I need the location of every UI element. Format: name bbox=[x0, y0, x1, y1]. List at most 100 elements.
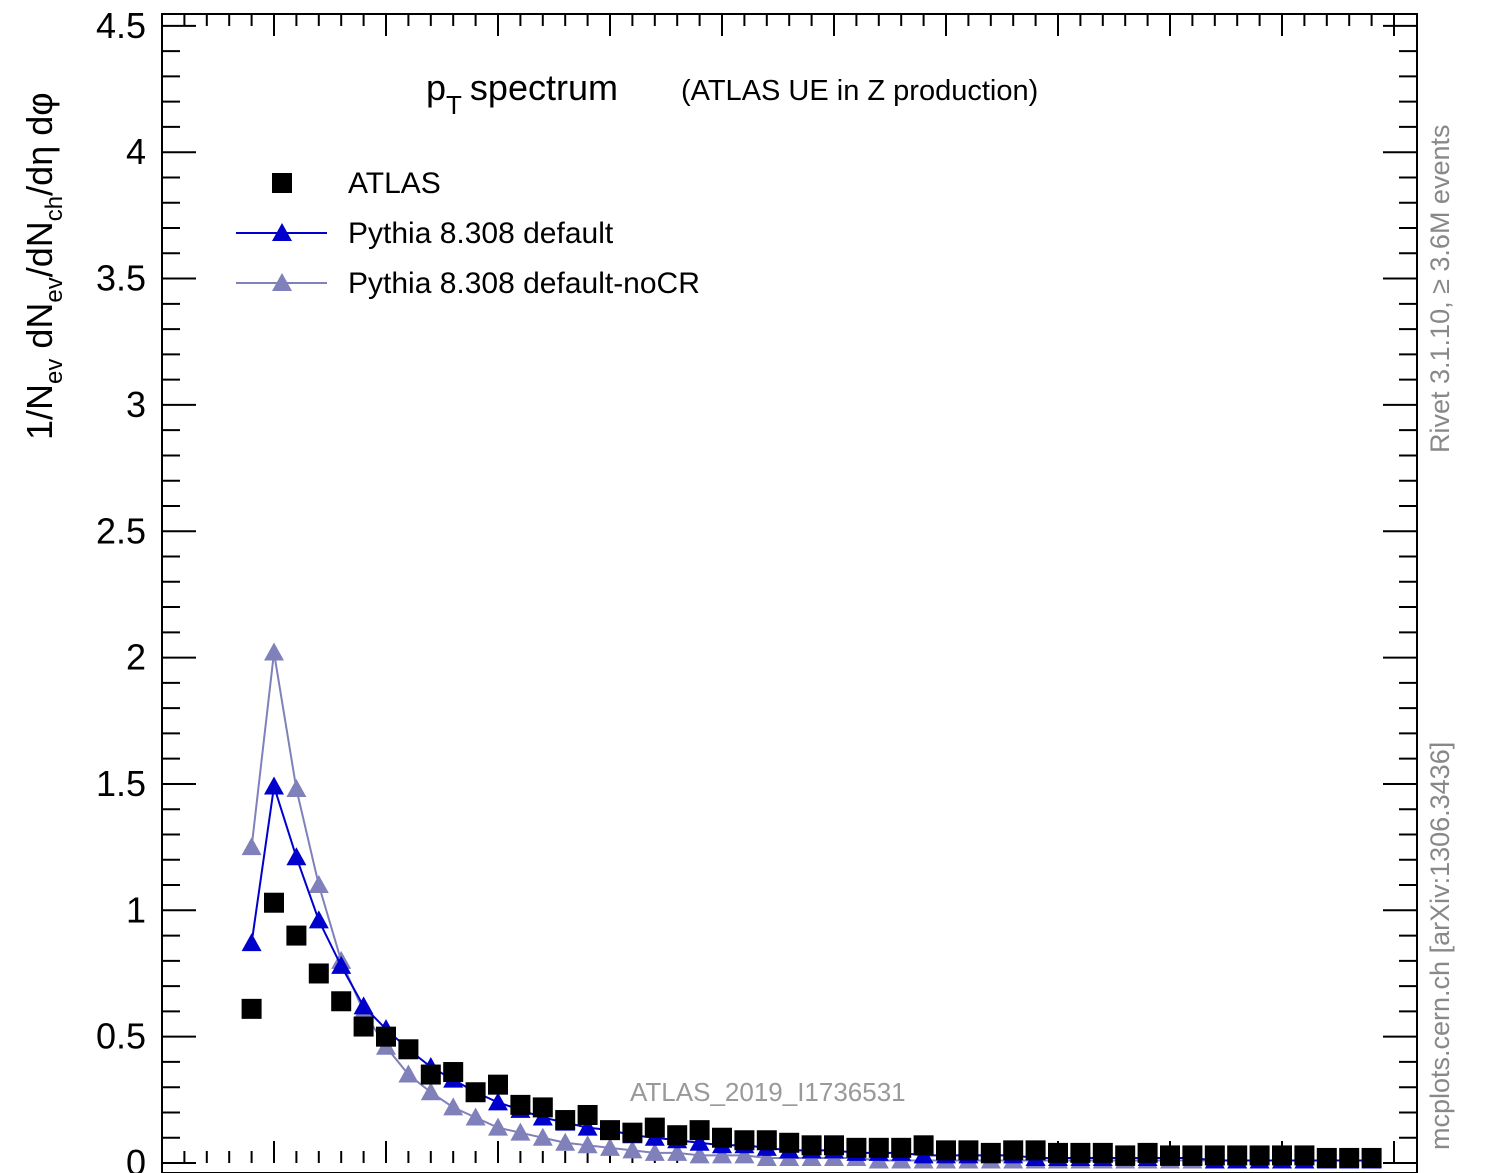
data-point bbox=[286, 925, 307, 946]
data-point bbox=[465, 1082, 486, 1103]
data-point bbox=[443, 1062, 464, 1083]
y-tick-label: 2.5 bbox=[96, 510, 146, 551]
data-point bbox=[1182, 1145, 1203, 1166]
data-point bbox=[1339, 1147, 1360, 1168]
chart-title: pT spectrum bbox=[426, 67, 618, 120]
data-point bbox=[1070, 1142, 1091, 1163]
y-tick-label: 3 bbox=[126, 384, 146, 425]
data-point bbox=[488, 1092, 508, 1111]
data-point bbox=[241, 837, 262, 856]
data-point bbox=[488, 1117, 508, 1136]
data-point bbox=[1204, 1145, 1225, 1166]
legend-marker bbox=[272, 273, 292, 291]
data-point bbox=[1092, 1142, 1113, 1163]
data-point bbox=[980, 1142, 1001, 1163]
legend-label: Pythia 8.308 default-noCR bbox=[348, 267, 700, 300]
data-point bbox=[510, 1122, 531, 1141]
data-point bbox=[1294, 1145, 1315, 1166]
data-point bbox=[465, 1107, 486, 1126]
y-axis: 0 0.5 1 1.5 2 2.5 3 3.5 4 4.5 bbox=[96, 5, 1417, 1173]
data-point bbox=[756, 1130, 777, 1151]
x-axis bbox=[161, 14, 1395, 1163]
y-tick-label: 4.5 bbox=[96, 5, 146, 46]
data-point bbox=[712, 1145, 732, 1164]
data-point bbox=[1249, 1145, 1270, 1166]
legend-marker bbox=[272, 173, 292, 193]
data-point bbox=[801, 1135, 822, 1156]
data-point bbox=[555, 1132, 576, 1151]
data-point bbox=[577, 1117, 598, 1136]
y-tick-label: 2 bbox=[126, 637, 146, 678]
chart-subtitle: (ATLAS UE in Z production) bbox=[681, 75, 1038, 107]
data-point bbox=[510, 1094, 531, 1115]
rivet-version-label: Rivet 3.1.10, ≥ 3.6M events bbox=[1425, 125, 1455, 453]
legend: ATLAS Pythia 8.308 default Pythia 8.308 de… bbox=[236, 167, 700, 300]
data-point bbox=[577, 1135, 598, 1154]
data-point bbox=[577, 1104, 598, 1125]
data-point bbox=[1115, 1145, 1136, 1166]
data-point bbox=[1316, 1147, 1337, 1168]
data-point bbox=[779, 1132, 800, 1153]
data-point bbox=[555, 1110, 576, 1131]
data-point bbox=[532, 1097, 553, 1118]
analysis-watermark: ATLAS_2019_I1736531 bbox=[630, 1077, 906, 1107]
data-point bbox=[756, 1147, 777, 1166]
data-point bbox=[353, 1016, 374, 1037]
legend-label: ATLAS bbox=[348, 167, 441, 200]
data-point bbox=[241, 933, 262, 952]
data-point bbox=[1048, 1142, 1068, 1163]
series-atlas bbox=[241, 892, 1382, 1168]
mcplots-source-label: mcplots.cern.ch [arXiv:1306.3436] bbox=[1425, 742, 1455, 1150]
data-point bbox=[600, 1120, 620, 1141]
data-point bbox=[286, 847, 307, 866]
data-point bbox=[376, 1026, 396, 1047]
data-point bbox=[644, 1117, 665, 1138]
data-point bbox=[264, 776, 284, 795]
data-point bbox=[1025, 1140, 1046, 1161]
data-point bbox=[600, 1137, 620, 1156]
data-point bbox=[667, 1142, 688, 1161]
data-point bbox=[689, 1132, 710, 1151]
data-point bbox=[308, 875, 329, 894]
data-point bbox=[913, 1135, 934, 1156]
data-point bbox=[286, 779, 307, 798]
y-tick-label: 1 bbox=[126, 889, 146, 930]
y-tick-label: 0.5 bbox=[96, 1016, 146, 1057]
series-pythia-8-308-default bbox=[241, 776, 1382, 1169]
data-point bbox=[308, 910, 329, 929]
data-point bbox=[331, 955, 352, 974]
data-point bbox=[1361, 1147, 1382, 1168]
data-point bbox=[891, 1137, 912, 1158]
data-point bbox=[241, 998, 262, 1019]
data-point bbox=[1137, 1142, 1158, 1163]
data-point bbox=[712, 1127, 732, 1148]
y-tick-label: 0 bbox=[126, 1142, 146, 1173]
data-point bbox=[868, 1137, 889, 1158]
data-point bbox=[264, 642, 284, 661]
data-point bbox=[622, 1122, 643, 1143]
data-point bbox=[958, 1140, 979, 1161]
data-point bbox=[734, 1145, 755, 1164]
data-point bbox=[644, 1142, 665, 1161]
data-point bbox=[846, 1137, 867, 1158]
data-point bbox=[443, 1097, 464, 1116]
data-point bbox=[264, 892, 284, 913]
y-axis-label: 1/Nev dNev/dNch/dη dφ bbox=[19, 92, 68, 440]
data-point bbox=[622, 1140, 643, 1159]
data-point bbox=[398, 1039, 419, 1060]
data-point bbox=[1160, 1145, 1180, 1166]
data-point bbox=[1003, 1140, 1024, 1161]
data-point bbox=[1272, 1145, 1292, 1166]
y-tick-label: 3.5 bbox=[96, 258, 146, 299]
data-point bbox=[353, 996, 374, 1015]
data-point bbox=[398, 1064, 419, 1083]
data-point bbox=[1227, 1145, 1248, 1166]
data-point bbox=[936, 1140, 956, 1161]
data-point bbox=[532, 1127, 553, 1146]
data-point bbox=[689, 1145, 710, 1164]
data-point bbox=[420, 1064, 441, 1085]
legend-marker bbox=[272, 223, 292, 241]
data-point bbox=[667, 1125, 688, 1146]
data-point bbox=[689, 1120, 710, 1141]
